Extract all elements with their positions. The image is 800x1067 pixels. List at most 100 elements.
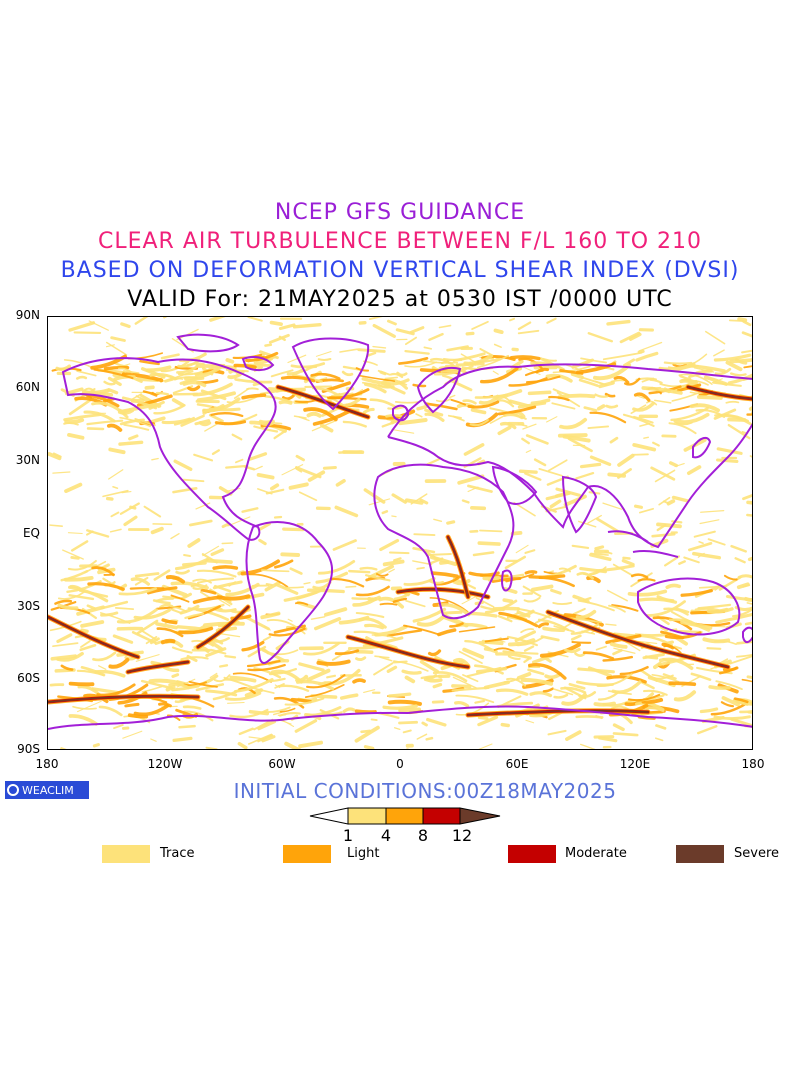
turbulence-streak — [265, 583, 274, 587]
turbulence-streak — [627, 589, 668, 597]
turbulence-streak — [292, 322, 322, 329]
turbulence-streak — [656, 522, 682, 529]
turbulence-streak — [105, 341, 128, 356]
turbulence-streak — [184, 612, 205, 620]
turbulence-streak — [62, 549, 84, 560]
turbulence-streak — [63, 576, 94, 582]
turbulence-streak — [102, 489, 129, 498]
turbulence-streak — [103, 397, 115, 403]
turbulence-streak — [416, 404, 428, 411]
turbulence-streak — [661, 642, 675, 650]
turbulence-streak — [697, 725, 718, 735]
turbulence-streak — [253, 357, 274, 365]
turbulence-streak — [493, 343, 502, 348]
turbulence-streak — [736, 640, 752, 645]
turbulence-streak — [345, 585, 357, 588]
turbulence-streak — [359, 566, 378, 571]
turbulence-streak — [479, 529, 503, 533]
turbulence-streak — [112, 486, 119, 489]
turbulence-streak — [54, 599, 73, 605]
turbulence-streak — [715, 612, 752, 624]
turbulence-streak — [56, 633, 73, 643]
turbulence-streak — [391, 515, 397, 518]
turbulence-streak — [363, 745, 375, 749]
turbulence-streak — [524, 369, 544, 377]
turbulence-streak — [527, 668, 545, 676]
turbulence-streak — [197, 606, 249, 648]
turbulence-streak — [388, 692, 412, 698]
turbulence-streak — [278, 323, 296, 331]
turbulence-streak — [632, 443, 657, 452]
turbulence-streak — [416, 733, 428, 740]
turbulence-streak — [225, 464, 249, 469]
turbulence-streak — [195, 502, 211, 510]
turbulence-streak — [604, 392, 616, 398]
turbulence-streak — [538, 576, 575, 588]
turbulence-streak — [723, 414, 752, 426]
turbulence-streak — [201, 553, 218, 564]
turbulence-streak — [303, 407, 338, 422]
turbulence-streak — [118, 440, 144, 446]
turbulence-streak — [520, 677, 554, 686]
turbulence-streak — [187, 538, 201, 548]
turbulence-streak — [403, 624, 441, 636]
turbulence-streak — [188, 680, 218, 688]
turbulence-streak — [107, 376, 122, 387]
turbulence-streak — [307, 470, 326, 482]
turbulence-streak — [636, 395, 645, 399]
turbulence-streak — [76, 700, 102, 713]
turbulence-streak — [549, 499, 562, 509]
turbulence-streak — [542, 687, 554, 693]
turbulence-streak — [241, 507, 259, 513]
turbulence-streak — [470, 408, 487, 415]
turbulence-streak — [355, 611, 385, 619]
turbulence-streak — [670, 406, 710, 422]
turbulence-streak — [371, 634, 399, 640]
turbulence-streak — [689, 403, 720, 413]
turbulence-streak — [67, 432, 85, 440]
turbulence-streak — [750, 395, 752, 399]
turbulence-streak — [304, 684, 345, 698]
turbulence-streak — [123, 423, 150, 431]
turbulence-streak — [540, 635, 560, 642]
turbulence-streak — [289, 567, 303, 575]
turbulence-streak — [492, 370, 499, 375]
turbulence-streak — [178, 724, 196, 729]
turbulence-streak — [248, 573, 289, 588]
turbulence-streak — [643, 689, 668, 696]
turbulence-streak — [358, 617, 387, 629]
turbulence-streak — [552, 688, 574, 696]
turbulence-streak — [424, 412, 445, 422]
turbulence-streak — [256, 472, 275, 480]
turbulence-streak — [202, 408, 216, 415]
turbulence-streak — [422, 359, 459, 364]
turbulence-streak — [423, 677, 443, 683]
turbulence-streak — [133, 608, 171, 620]
turbulence-streak — [68, 321, 96, 332]
turbulence-streak — [80, 628, 89, 634]
turbulence-streak — [438, 603, 471, 617]
turbulence-streak — [77, 685, 101, 697]
lon-label-0: 0 — [396, 757, 404, 771]
turbulence-streak — [281, 464, 304, 476]
turbulence-streak — [432, 671, 468, 683]
turbulence-streak — [673, 645, 683, 650]
turbulence-streak — [265, 488, 285, 495]
turbulence-streak — [658, 657, 694, 670]
turbulence-streak — [698, 541, 704, 544]
turbulence-streak — [280, 375, 316, 383]
turbulence-streak — [365, 574, 391, 582]
turbulence-streak — [270, 483, 280, 491]
turbulence-streak — [687, 386, 752, 400]
turbulence-streak — [180, 414, 205, 427]
turbulence-streak — [221, 542, 234, 545]
turbulence-streak — [381, 510, 389, 515]
turbulence-streak — [425, 736, 434, 741]
turbulence-streak — [317, 559, 356, 575]
turbulence-streak — [287, 618, 293, 622]
turbulence-streak — [458, 626, 496, 633]
turbulence-streak — [450, 398, 467, 406]
turbulence-streak — [533, 458, 547, 467]
turbulence-streak — [151, 457, 159, 461]
turbulence-streak — [743, 365, 752, 369]
